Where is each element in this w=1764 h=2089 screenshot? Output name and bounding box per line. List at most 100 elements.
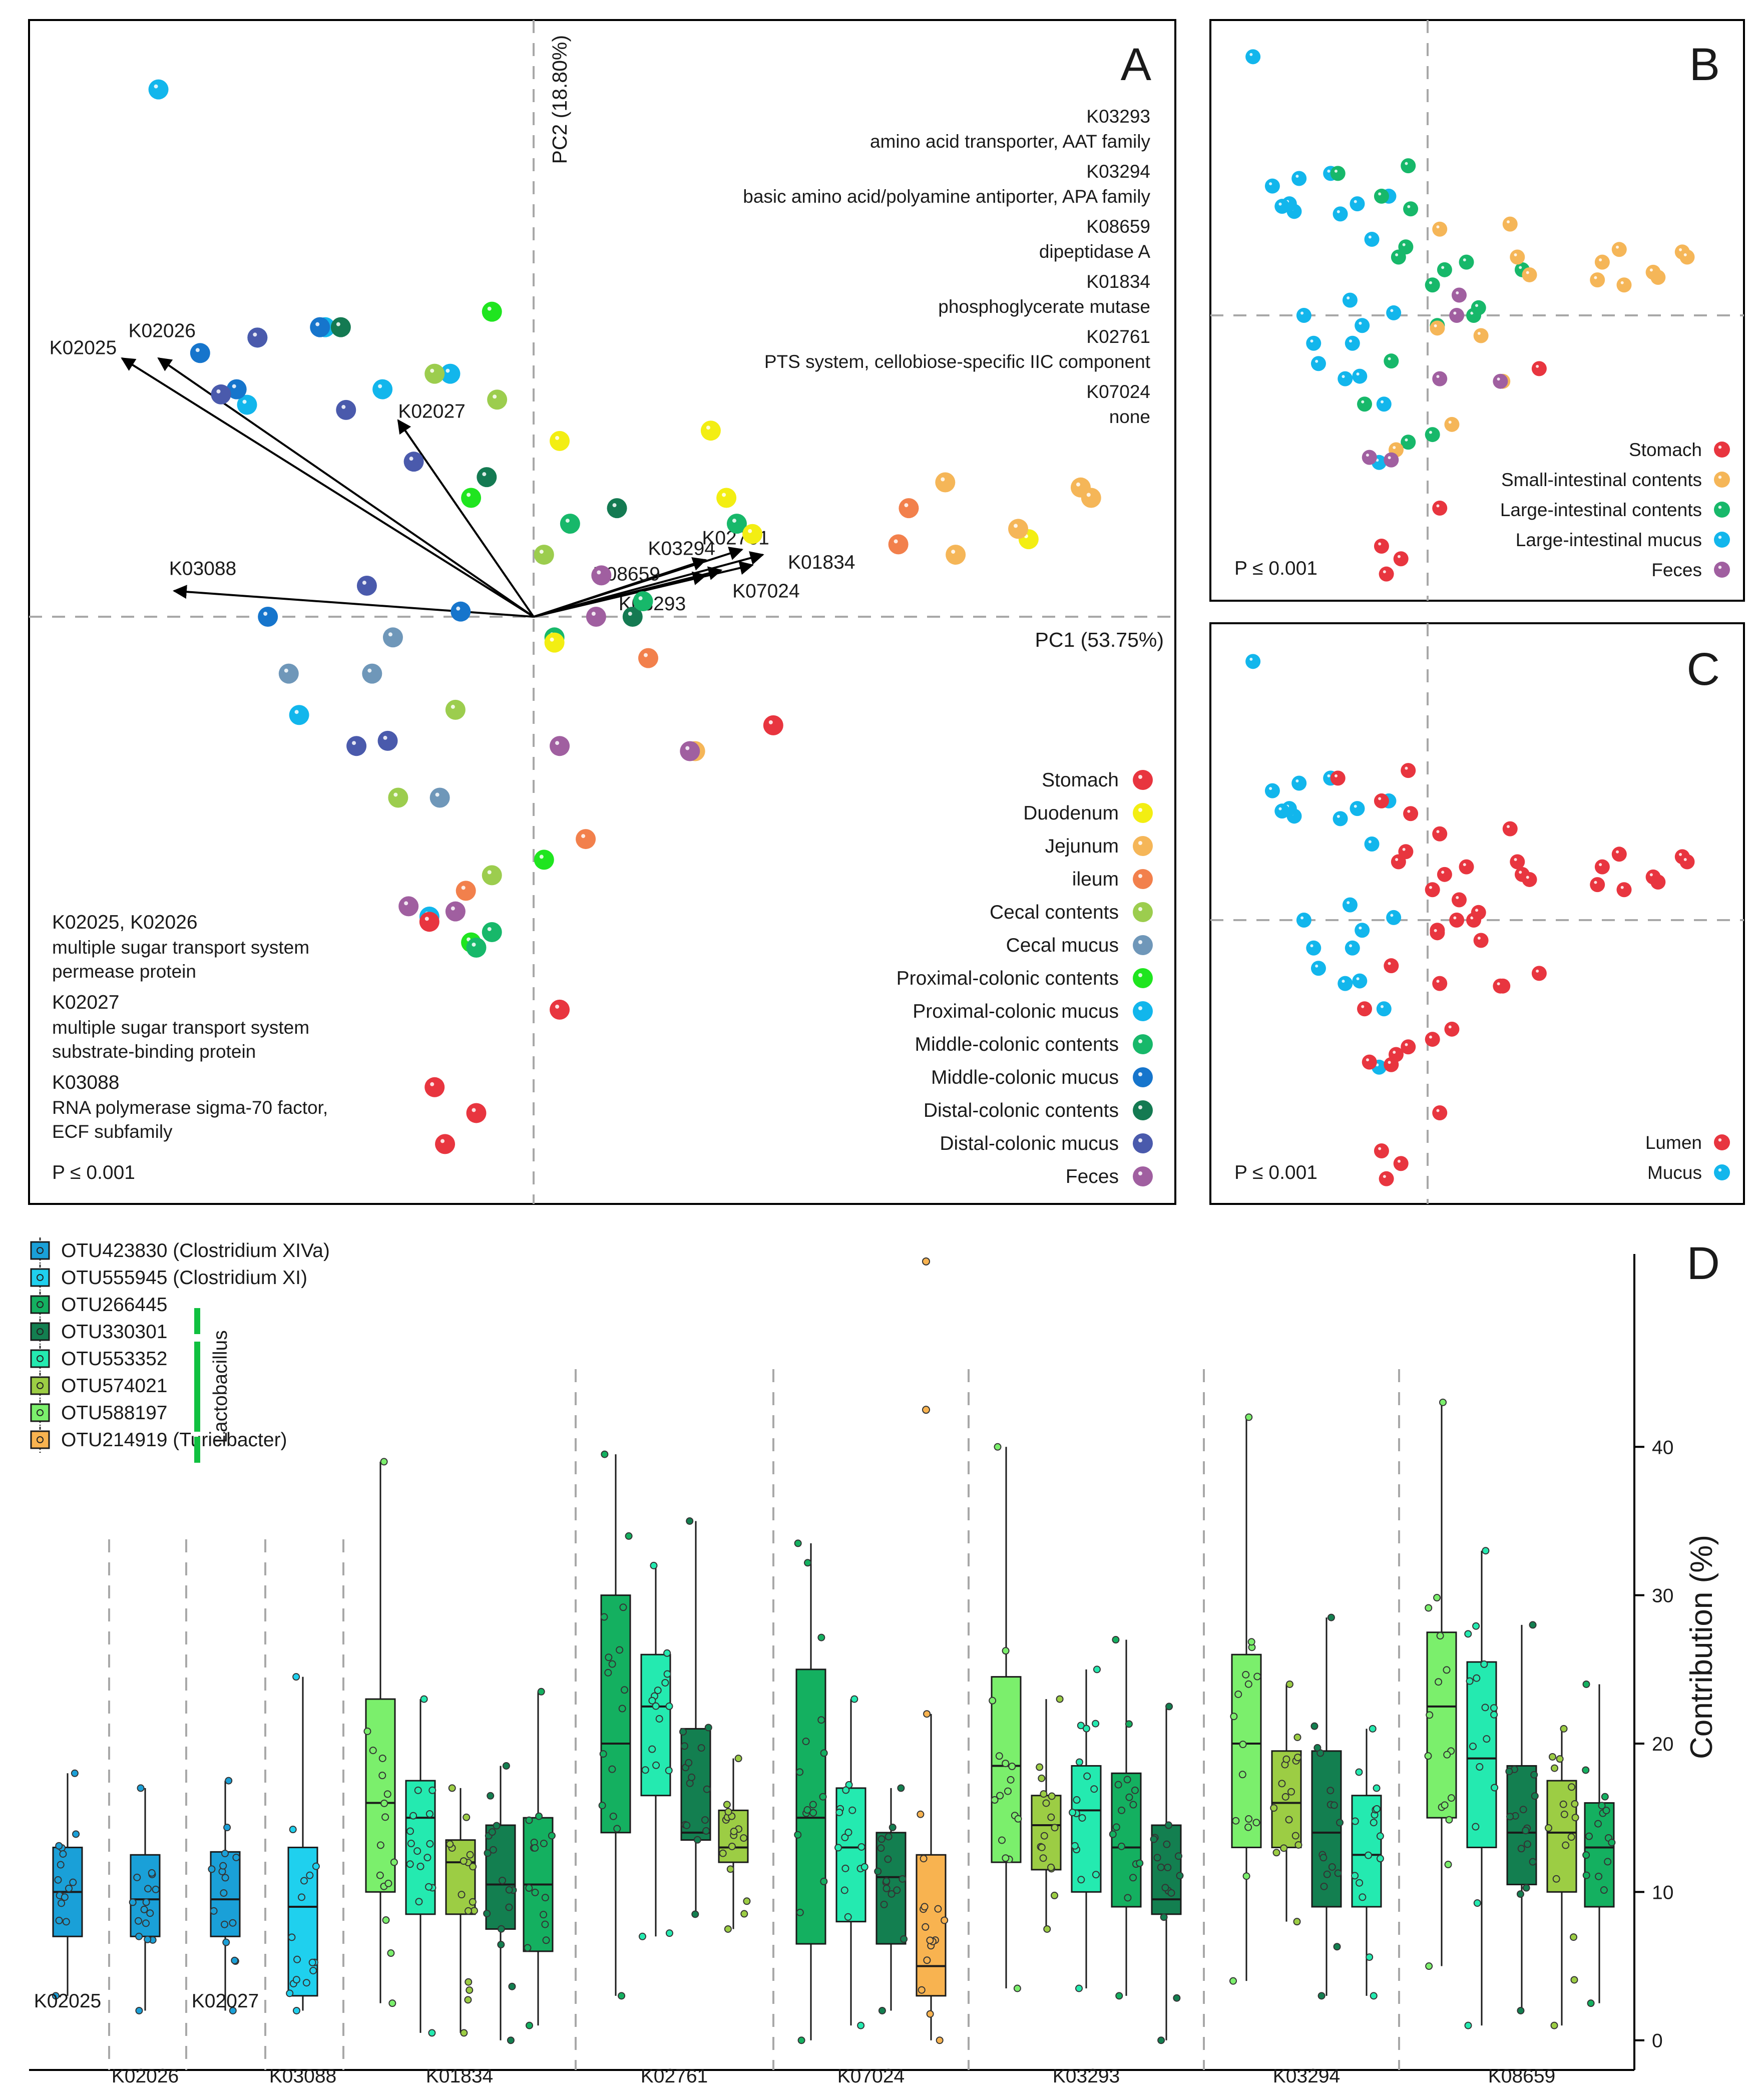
loading-label-k03088: K03088 bbox=[169, 558, 236, 579]
panel-b-point-highlight bbox=[1327, 169, 1331, 173]
box-point bbox=[599, 1750, 607, 1758]
box-point bbox=[298, 1893, 306, 1901]
box-point bbox=[1051, 1891, 1059, 1899]
box-point bbox=[1464, 1630, 1472, 1638]
legend-swatch bbox=[30, 1403, 50, 1422]
legend-swatch bbox=[1133, 1001, 1153, 1021]
box-point bbox=[900, 1935, 908, 1943]
panel-a-point bbox=[638, 648, 658, 668]
legend-swatch bbox=[30, 1376, 50, 1395]
panel-a-point-fill bbox=[226, 379, 247, 399]
panel-b-point bbox=[1502, 216, 1518, 232]
box-point bbox=[719, 1849, 727, 1857]
annotation-desc-k08659: dipeptidase A bbox=[1039, 241, 1151, 262]
panel-c-point-highlight bbox=[1390, 914, 1394, 917]
panel-a-point-fill bbox=[310, 317, 330, 337]
panel-b-point bbox=[1531, 361, 1547, 376]
box-point bbox=[1469, 1743, 1477, 1751]
box-point bbox=[1075, 1984, 1083, 1992]
legend-swatch bbox=[30, 1268, 50, 1287]
box-point bbox=[1505, 1768, 1513, 1776]
legend-label: OTU266445 bbox=[61, 1294, 167, 1316]
box-point bbox=[469, 1898, 477, 1906]
box-point bbox=[497, 1941, 505, 1949]
legend-label: Feces bbox=[1651, 560, 1702, 580]
box-point bbox=[724, 1808, 732, 1816]
panel-c-point-fill bbox=[1310, 961, 1326, 976]
panel-a-point-highlight bbox=[581, 834, 586, 839]
panel-c-letter: C bbox=[1687, 644, 1720, 695]
box-point bbox=[69, 1878, 77, 1886]
panel-b-letter: B bbox=[1689, 39, 1720, 90]
box-point bbox=[1571, 1814, 1579, 1822]
box-point bbox=[1092, 1720, 1100, 1728]
panel-a-point-fill bbox=[424, 1077, 445, 1097]
box-point bbox=[229, 1919, 237, 1927]
box-point bbox=[1327, 1613, 1335, 1621]
panel-c-point bbox=[1437, 867, 1452, 882]
box-point bbox=[817, 1716, 825, 1724]
panel-b-point-highlight bbox=[1383, 570, 1386, 574]
panel-c-point-fill bbox=[1473, 933, 1489, 948]
panel-c-point-fill bbox=[1432, 976, 1448, 991]
panel-b-point-fill bbox=[1531, 361, 1547, 376]
group-label-k02026: K02026 bbox=[112, 2065, 179, 2087]
panel-b-point-highlight bbox=[1441, 266, 1445, 269]
loading-label-k02026: K02026 bbox=[129, 320, 196, 342]
panel-c-point bbox=[1342, 897, 1358, 913]
panel-a-point bbox=[148, 79, 169, 100]
box-point bbox=[1272, 1849, 1280, 1857]
box-k08659-0 bbox=[1424, 1398, 1457, 1970]
panel-d-boxes bbox=[52, 1257, 1616, 2044]
panel-a-point bbox=[435, 1134, 456, 1154]
panel-b-point-fill bbox=[1296, 308, 1311, 323]
box-point bbox=[1002, 1647, 1010, 1655]
panel-d-y-ticks: 0 10 20 30 40 bbox=[1634, 1437, 1673, 2052]
box-point bbox=[376, 1841, 384, 1849]
panel-b-point bbox=[1449, 308, 1465, 323]
box-point bbox=[1491, 1784, 1499, 1792]
legend-label: Lumen bbox=[1645, 1132, 1702, 1153]
box-point bbox=[1585, 1832, 1593, 1840]
panel-b-point-highlight bbox=[1448, 421, 1452, 424]
box-point bbox=[880, 1900, 888, 1908]
panel-c-point bbox=[1459, 859, 1474, 875]
legend-swatch-highlight bbox=[1138, 973, 1142, 977]
box-point bbox=[493, 1822, 501, 1830]
panel-a-point-highlight bbox=[706, 426, 710, 430]
panel-a-point-fill bbox=[440, 363, 461, 384]
box-point bbox=[210, 1907, 218, 1915]
panel-c-point-fill bbox=[1502, 821, 1518, 837]
panel-d-group-separators bbox=[108, 1369, 1400, 2070]
panel-b-point-highlight bbox=[1470, 311, 1474, 315]
panel-c-point-highlight bbox=[1620, 886, 1624, 889]
panel-b-point bbox=[1357, 396, 1373, 412]
panel-a-point-fill bbox=[346, 736, 367, 756]
panel-c-point-fill bbox=[1245, 654, 1261, 669]
box-point bbox=[507, 2036, 515, 2044]
panel-a-point bbox=[482, 922, 502, 942]
box-k08659-4 bbox=[1582, 1680, 1616, 2007]
box-point bbox=[1323, 1870, 1331, 1878]
box-point bbox=[680, 1742, 688, 1750]
legend-swatch bbox=[30, 1295, 50, 1314]
box-point bbox=[1550, 2021, 1558, 2029]
legend-label: Middle-colonic mucus bbox=[931, 1067, 1119, 1088]
panel-b-point bbox=[1611, 242, 1627, 257]
panel-b-point-fill bbox=[1345, 335, 1360, 351]
panel-a-point bbox=[477, 467, 497, 488]
panel-b-point-fill bbox=[1310, 356, 1326, 371]
box-body bbox=[1506, 1765, 1537, 1886]
legend-swatch-fill bbox=[1133, 770, 1153, 790]
panel-c-point-fill bbox=[1437, 867, 1452, 882]
panel-b-point-fill bbox=[1451, 287, 1467, 303]
box-point bbox=[1436, 1632, 1444, 1640]
box-point bbox=[382, 1916, 390, 1924]
panel-c-point-highlight bbox=[1383, 1175, 1386, 1178]
loading-arrow-k02025 bbox=[121, 357, 535, 618]
panel-b: B Stomach Small-intestinal contents Large-… bbox=[1209, 19, 1745, 602]
panel-c-point-fill bbox=[1374, 1143, 1389, 1158]
panel-a-point-highlight bbox=[732, 519, 736, 523]
panel-c-point-fill bbox=[1459, 859, 1474, 875]
panel-c-point bbox=[1471, 905, 1486, 920]
